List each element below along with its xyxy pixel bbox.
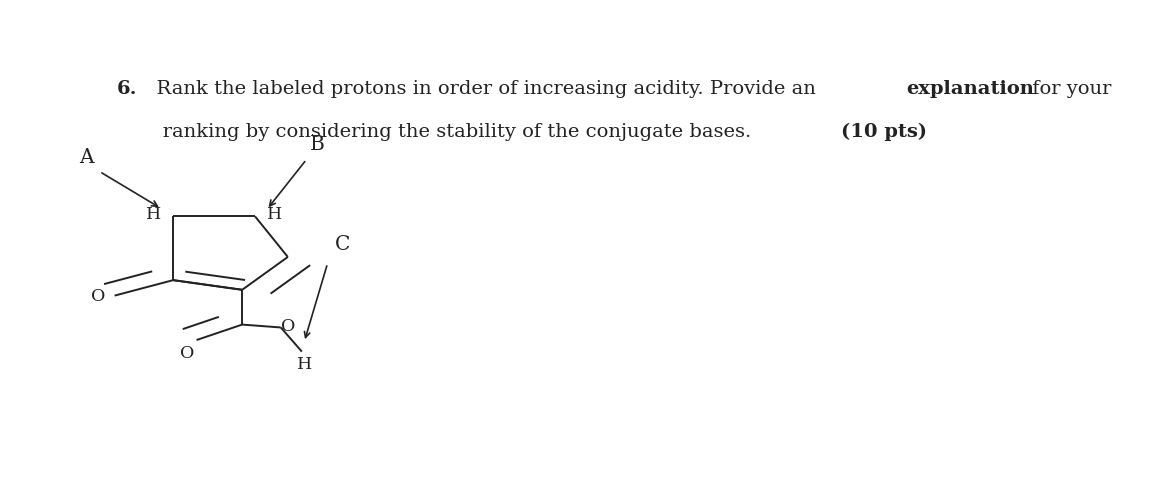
Text: H: H (267, 206, 282, 224)
Text: (10 pts): (10 pts) (841, 123, 927, 142)
Text: explanation: explanation (907, 80, 1034, 98)
Text: Rank the labeled protons in order of increasing acidity. Provide an: Rank the labeled protons in order of inc… (144, 80, 823, 98)
Text: C: C (335, 235, 350, 254)
Text: H: H (146, 206, 161, 224)
Text: O: O (281, 318, 295, 335)
Text: B: B (310, 135, 325, 154)
Text: H: H (296, 356, 312, 373)
Text: for your: for your (1026, 80, 1111, 98)
Text: O: O (91, 288, 105, 305)
Text: O: O (180, 345, 194, 362)
Text: 6.: 6. (117, 80, 138, 98)
Text: ranking by considering the stability of the conjugate bases.: ranking by considering the stability of … (144, 123, 758, 141)
Text: A: A (80, 148, 94, 167)
